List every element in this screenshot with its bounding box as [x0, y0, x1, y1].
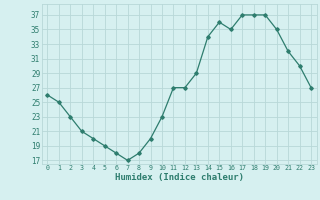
X-axis label: Humidex (Indice chaleur): Humidex (Indice chaleur)	[115, 173, 244, 182]
